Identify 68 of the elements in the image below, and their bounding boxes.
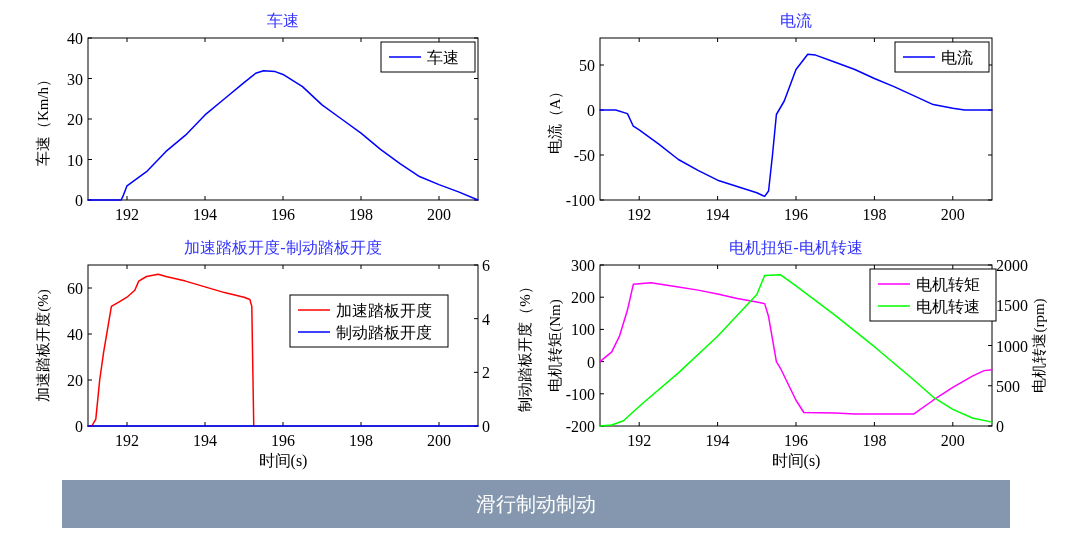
y2-tick-label: 4 xyxy=(482,310,490,328)
x-tick-label: 200 xyxy=(427,432,451,449)
x-tick-label: 194 xyxy=(705,432,730,449)
y2-tick-label: 6 xyxy=(482,257,490,274)
y-tick-label: 50 xyxy=(579,57,595,74)
x-tick-label: 196 xyxy=(784,206,808,223)
x-tick-label: 194 xyxy=(705,206,730,223)
legend-label: 电机转矩 xyxy=(916,276,980,293)
y-tick-label: 10 xyxy=(67,151,83,169)
x-tick-label: 198 xyxy=(862,206,887,223)
x-tick-label: 198 xyxy=(862,432,887,449)
y2-tick-label: 2 xyxy=(482,364,490,382)
x-axis-title: 时间(s) xyxy=(258,452,308,470)
x-tick-label: 198 xyxy=(349,432,373,449)
y-tick-label: -50 xyxy=(573,147,595,164)
legend-label: 加速踏板开度 xyxy=(336,302,432,319)
y-tick-label: 20 xyxy=(67,111,83,128)
legend-label: 车速 xyxy=(427,49,459,66)
y-axis-title: 车速（Km/h） xyxy=(35,71,51,167)
x-tick-label: 192 xyxy=(115,206,139,223)
chart-title: 电机扭矩-电机转速 xyxy=(729,239,863,256)
y2-tick-label: 0 xyxy=(996,418,1004,435)
y2-tick-label: 500 xyxy=(996,377,1020,395)
x-tick-label: 200 xyxy=(427,206,451,223)
y2-axis-title: 制动踏板开度（%） xyxy=(517,279,533,412)
x-tick-label: 196 xyxy=(271,206,295,223)
x-tick-label: 192 xyxy=(115,432,139,449)
banner: 滑行制动制动 xyxy=(62,480,1010,528)
y-tick-label: 0 xyxy=(587,353,595,371)
y-tick-label: -100 xyxy=(565,192,595,209)
line-series xyxy=(87,70,479,201)
x-tick-label: 196 xyxy=(271,432,295,449)
y-tick-label: 300 xyxy=(571,257,595,274)
y-tick-label: 40 xyxy=(67,326,83,343)
y-tick-label: -100 xyxy=(565,385,595,403)
x-tick-label: 192 xyxy=(627,432,652,449)
y-tick-label: 200 xyxy=(571,289,595,307)
x-tick-label: 196 xyxy=(784,432,808,449)
legend-label: 制动踏板开度 xyxy=(336,324,432,341)
chart-title: 加速踏板开度-制动踏板开度 xyxy=(184,239,382,256)
y-tick-label: 0 xyxy=(587,102,595,119)
y-tick-label: -200 xyxy=(565,418,595,435)
x-tick-label: 198 xyxy=(349,206,373,223)
y-tick-label: 60 xyxy=(67,280,83,297)
x-tick-label: 200 xyxy=(940,432,965,449)
x-axis-title: 时间(s) xyxy=(771,452,821,470)
y-tick-label: 0 xyxy=(75,418,83,435)
y2-tick-label: 1500 xyxy=(996,297,1028,315)
y-tick-label: 20 xyxy=(67,372,83,389)
y-tick-label: 30 xyxy=(67,70,83,88)
chart-title: 车速 xyxy=(267,12,299,29)
y-tick-label: 100 xyxy=(571,321,595,339)
x-tick-label: 192 xyxy=(627,206,652,223)
y-tick-label: 40 xyxy=(67,30,83,47)
legend-label: 电机转速 xyxy=(916,298,980,315)
y2-tick-label: 0 xyxy=(482,418,490,435)
x-tick-label: 194 xyxy=(193,206,217,223)
y-axis-title: 加速踏板开度(%) xyxy=(35,289,52,402)
y-axis-title: 电流（A） xyxy=(547,83,563,155)
y2-tick-label: 1000 xyxy=(996,337,1028,355)
y2-tick-label: 2000 xyxy=(996,257,1028,274)
x-tick-label: 194 xyxy=(193,432,217,449)
chart-title: 电流 xyxy=(780,12,812,29)
legend-label: 电流 xyxy=(941,49,973,66)
y-axis-title: 电机转矩(Nm) xyxy=(547,299,564,392)
y2-axis-title: 电机转速(rpm) xyxy=(1031,298,1048,393)
x-tick-label: 200 xyxy=(940,206,965,223)
y-tick-label: 0 xyxy=(75,192,83,209)
